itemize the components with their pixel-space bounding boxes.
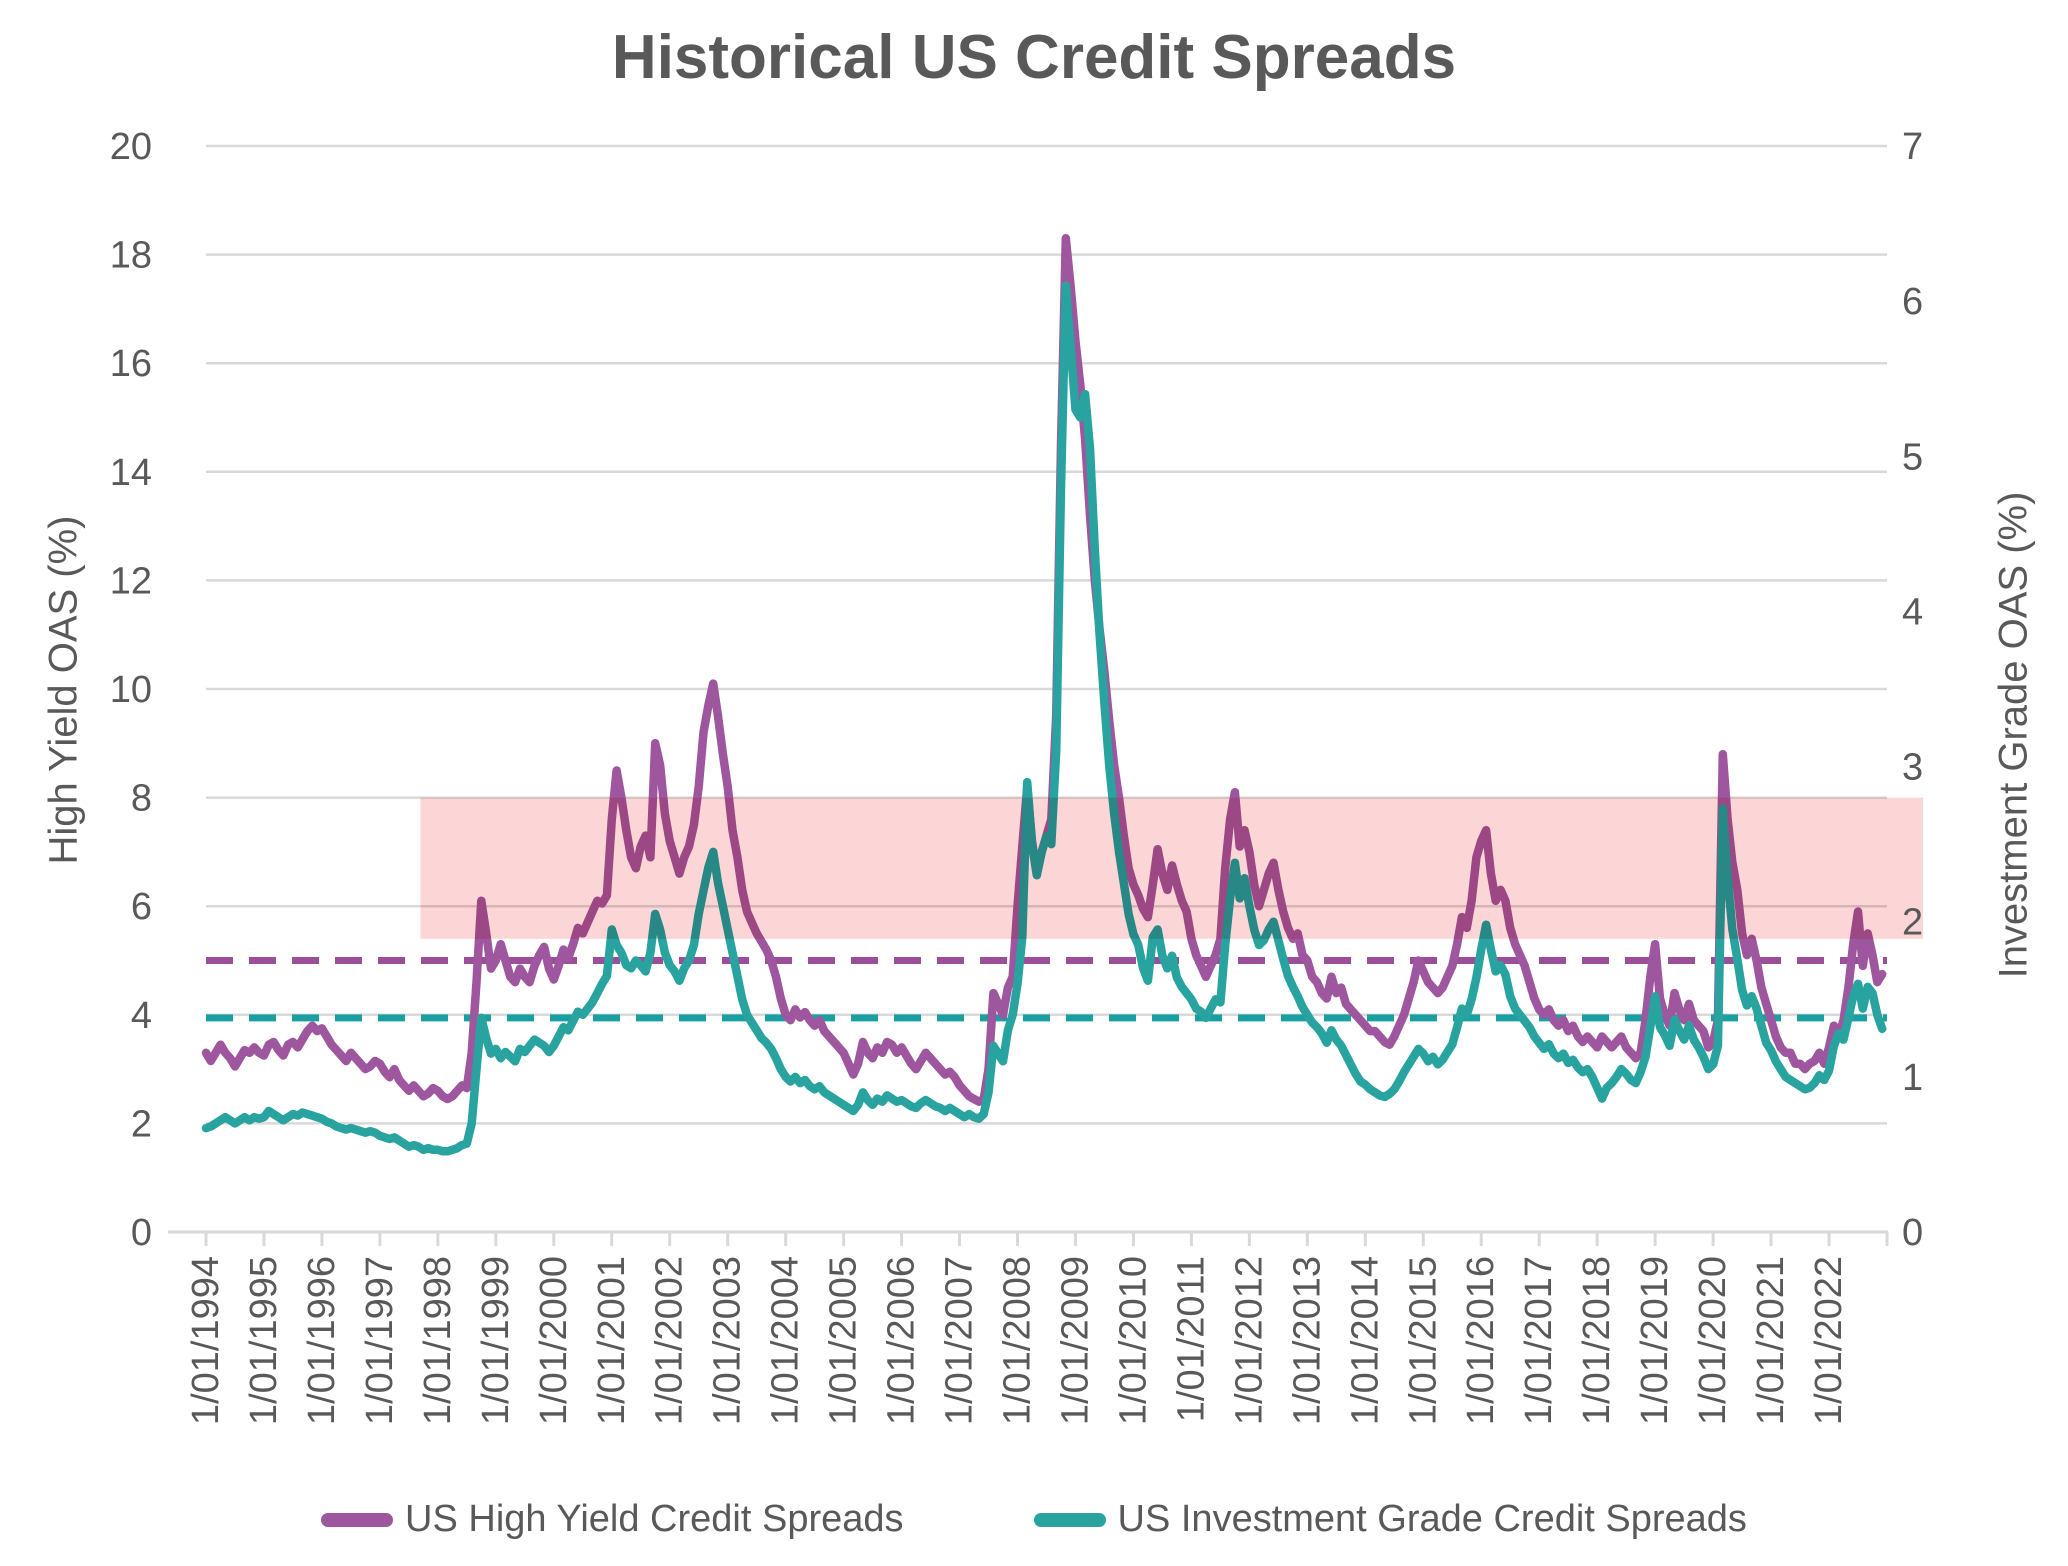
right-tick-label: 0 [1902, 1212, 1923, 1254]
left-tick-label: 8 [131, 778, 152, 820]
right-tick-label: 2 [1902, 902, 1923, 944]
x-tick-label: 1/01/2005 [823, 1256, 865, 1425]
x-axis-tick-labels: 1/01/1994 1/01/1995 1/01/1996 1/01/1997 1/01… [185, 1256, 1850, 1425]
x-tick-label: 1/01/1997 [359, 1256, 401, 1425]
investment-grade-series-line [201, 281, 1887, 1156]
x-tick-label: 1/01/2018 [1576, 1256, 1618, 1425]
right-tick-label: 4 [1902, 591, 1923, 633]
x-tick-label: 1/01/2009 [1054, 1256, 1096, 1425]
left-tick-label: 18 [110, 235, 152, 277]
x-tick-label: 1/01/1994 [185, 1256, 227, 1425]
right-tick-label: 1 [1902, 1057, 1923, 1099]
x-tick-label: 1/01/2008 [997, 1256, 1039, 1425]
x-tick-label: 1/01/2014 [1344, 1256, 1386, 1425]
x-tick-label: 1/01/2022 [1808, 1256, 1850, 1425]
x-tick-label: 1/01/1999 [475, 1256, 517, 1425]
x-tick-label: 1/01/2010 [1112, 1256, 1154, 1425]
left-tick-label: 2 [131, 1103, 152, 1145]
x-tick-label: 1/01/2021 [1750, 1256, 1792, 1425]
legend-label: US Investment Grade Credit Spreads [1117, 1498, 1747, 1540]
x-tick-label: 1/01/2007 [939, 1256, 981, 1425]
x-tick-label: 1/01/2004 [765, 1256, 807, 1425]
x-tick-label: 1/01/2000 [533, 1256, 575, 1425]
high-yield-line-swatch [321, 1512, 394, 1527]
high-yield-series-line [201, 234, 1887, 1106]
x-tick-label: 1/01/2002 [649, 1256, 691, 1425]
investment-grade-line-swatch [1033, 1512, 1106, 1527]
left-tick-label: 20 [110, 126, 152, 168]
x-tick-label: 1/01/2012 [1228, 1256, 1270, 1425]
left-tick-label: 14 [110, 452, 152, 494]
x-tick-label: 1/01/2013 [1286, 1256, 1328, 1425]
right-tick-label: 3 [1902, 747, 1923, 789]
x-tick-label: 1/01/2016 [1460, 1256, 1502, 1425]
x-tick-label: 1/01/1995 [243, 1256, 285, 1425]
x-tick-label: 1/01/2020 [1692, 1256, 1734, 1425]
right-axis-tick-labels: 0 1 2 3 4 5 6 7 [1902, 126, 1923, 1254]
right-tick-label: 7 [1902, 126, 1923, 168]
x-tick-label: 1/01/2019 [1634, 1256, 1676, 1425]
x-tick-label: 1/01/2006 [881, 1256, 923, 1425]
chart-legend: US High Yield Credit Spreads US Investme… [0, 1498, 2068, 1541]
left-tick-label: 16 [110, 343, 152, 385]
left-tick-label: 10 [110, 669, 152, 711]
left-tick-label: 12 [110, 560, 152, 602]
x-tick-label: 1/01/1998 [417, 1256, 459, 1425]
gridlines [206, 144, 1887, 1125]
x-tick-label: 1/01/2001 [591, 1256, 633, 1425]
x-tick-label: 1/01/1996 [301, 1256, 343, 1425]
chart-title: Historical US Credit Spreads [611, 23, 1457, 92]
x-axis-ticks [204, 1232, 1889, 1246]
left-axis-tick-labels: 0 2 4 6 8 10 12 14 16 18 20 [110, 126, 152, 1254]
right-tick-label: 6 [1902, 281, 1923, 323]
left-tick-label: 0 [131, 1212, 152, 1254]
left-tick-label: 4 [131, 995, 152, 1037]
x-tick-label: 1/01/2003 [707, 1256, 749, 1425]
left-tick-label: 6 [131, 886, 152, 928]
highlight-band [420, 797, 1923, 939]
legend-item-investment-grade: US Investment Grade Credit Spreads [1033, 1498, 1747, 1541]
x-tick-label: 1/01/2017 [1518, 1256, 1560, 1425]
legend-label: US High Yield Credit Spreads [405, 1498, 904, 1540]
x-tick-label: 1/01/2011 [1170, 1256, 1212, 1422]
legend-item-high-yield: US High Yield Credit Spreads [321, 1498, 904, 1541]
right-tick-label: 5 [1902, 436, 1923, 478]
x-tick-label: 1/01/2015 [1402, 1256, 1444, 1425]
